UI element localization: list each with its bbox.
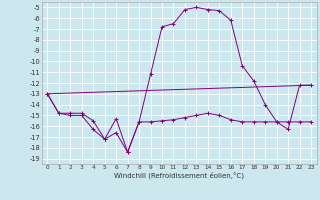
X-axis label: Windchill (Refroidissement éolien,°C): Windchill (Refroidissement éolien,°C)	[114, 172, 244, 179]
